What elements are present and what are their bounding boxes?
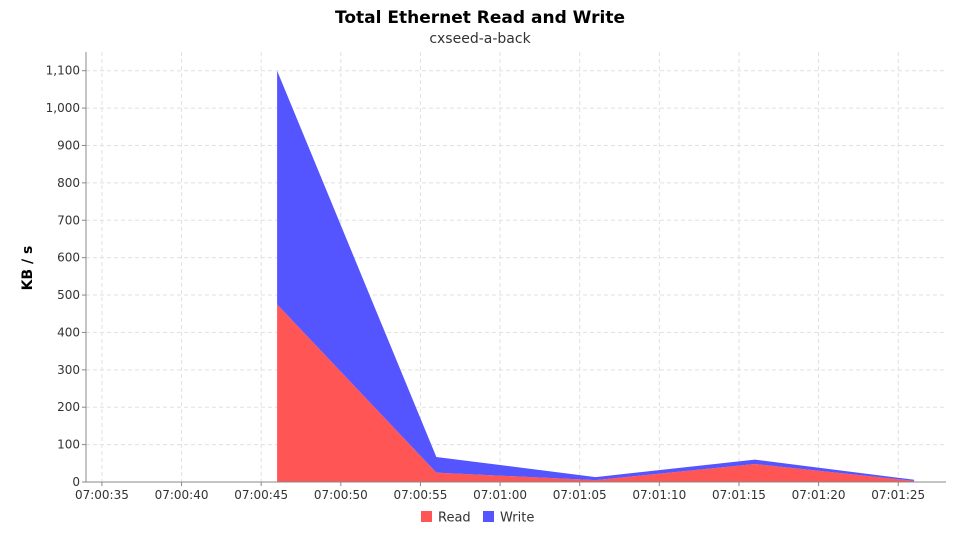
legend-label-write: Write	[500, 511, 534, 526]
legend-swatch-write	[483, 511, 494, 522]
y-tick-label: 200	[57, 400, 80, 414]
y-tick-label: 600	[57, 251, 80, 265]
chart-title: Total Ethernet Read and Write	[335, 8, 625, 28]
chart-subtitle: cxseed-a-back	[429, 31, 531, 47]
x-tick-label: 07:01:25	[871, 488, 925, 502]
x-tick-label: 07:00:50	[314, 488, 368, 502]
y-axis-label: KB / s	[20, 246, 36, 291]
x-tick-label: 07:00:35	[75, 488, 129, 502]
x-tick-label: 07:01:10	[632, 488, 686, 502]
y-tick-label: 800	[57, 176, 80, 190]
y-tick-label: 1,100	[46, 64, 80, 78]
legend-swatch-read	[421, 511, 432, 522]
x-tick-label: 07:01:05	[553, 488, 607, 502]
y-tick-label: 300	[57, 363, 80, 377]
area-layer	[277, 70, 915, 482]
y-tick-label: 0	[72, 475, 80, 489]
y-tick-label: 1,000	[46, 101, 80, 115]
x-tick-label: 07:01:15	[712, 488, 766, 502]
y-tick-label: 700	[57, 213, 80, 227]
y-tick-label: 500	[57, 288, 80, 302]
x-tick-label: 07:01:00	[473, 488, 527, 502]
x-tick-label: 07:00:40	[155, 488, 209, 502]
series-area-read	[277, 304, 915, 482]
grid-layer	[86, 52, 946, 482]
y-tick-label: 900	[57, 138, 80, 152]
axis-layer: 0 100 200 300 400 500 600 700 800 900 1,000 1,100 07…	[46, 52, 946, 502]
x-tick-label: 07:01:20	[792, 488, 846, 502]
y-tick-label: 100	[57, 438, 80, 452]
x-tick-label: 07:00:55	[393, 488, 447, 502]
y-tick-label: 400	[57, 325, 80, 339]
legend: Read Write	[421, 511, 534, 526]
legend-label-read: Read	[438, 511, 471, 526]
x-tick-label: 07:00:45	[234, 488, 288, 502]
